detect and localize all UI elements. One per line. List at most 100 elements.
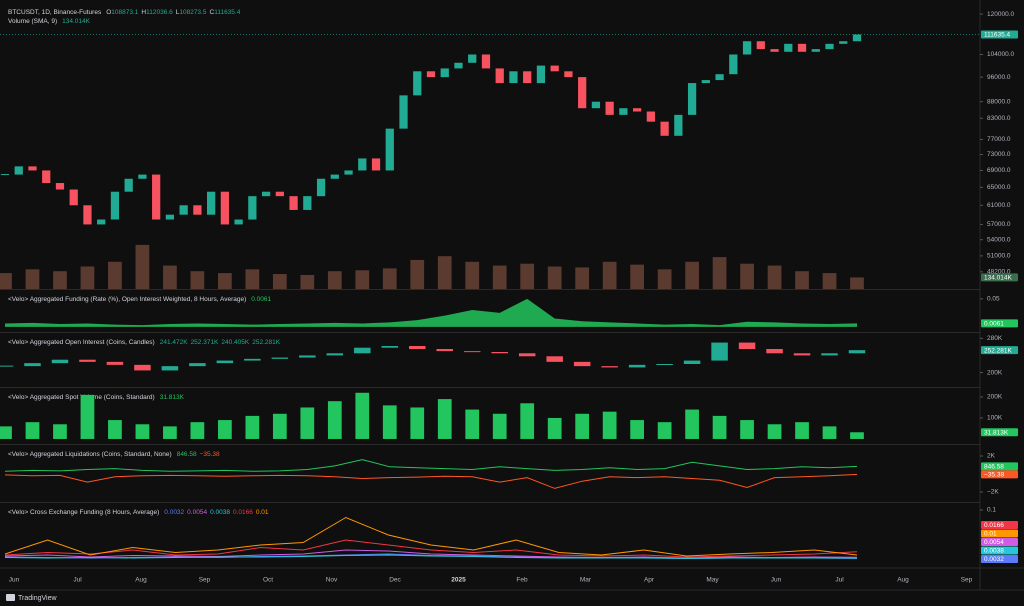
candle [848, 350, 866, 354]
logo-icon [6, 594, 15, 601]
candle [138, 174, 147, 179]
bar [657, 422, 672, 439]
candle [821, 353, 838, 356]
y-tick-label: 280K [987, 335, 1003, 342]
bar [272, 413, 287, 439]
y-tick-label: 77000.0 [987, 136, 1011, 143]
x-tick-label: Jul [73, 577, 82, 584]
volume-bar [712, 257, 727, 290]
price-tag [981, 346, 1018, 355]
series-line [4, 539, 858, 558]
ohlc-value: 108873.1 [111, 9, 138, 16]
y-tick-label: 0.1 [987, 507, 996, 514]
candle [839, 41, 848, 44]
ohlc-value: 108273.5 [179, 9, 206, 16]
price-tag [981, 462, 1018, 471]
candle [316, 178, 326, 197]
candle [399, 95, 408, 129]
candle [69, 189, 78, 206]
volume-bar [108, 261, 122, 290]
volume-header: Volume (SMA, 9) 134.014K [8, 18, 91, 25]
x-tick-label: Dec [389, 577, 401, 584]
volume-bar [80, 266, 95, 290]
x-tick-label: Feb [516, 577, 528, 584]
bar [685, 409, 699, 439]
candle [189, 363, 206, 367]
volume-bar [795, 271, 809, 290]
candle [358, 158, 367, 171]
volume-bar [410, 259, 425, 290]
y-tick-label: 69000.0 [987, 167, 1011, 174]
candle [303, 196, 312, 210]
candle [825, 43, 834, 50]
candle [518, 353, 536, 357]
bar [437, 399, 452, 439]
pane-title: <Velo> Aggregated Liquidations (Coins, S… [8, 451, 172, 458]
candle [165, 214, 175, 220]
candle [193, 205, 202, 215]
candle [381, 346, 399, 348]
candle [633, 108, 642, 112]
bar [822, 426, 837, 439]
y-tick-label: 200K [987, 369, 1003, 376]
candle [564, 71, 573, 78]
header-value: 241.472K [160, 339, 188, 346]
bar [382, 405, 397, 439]
header-value: −35.38 [200, 451, 220, 458]
volume-bar [575, 267, 590, 290]
header-value: 240.405K [221, 339, 249, 346]
series-line [4, 554, 858, 560]
candle [134, 364, 151, 371]
y-tick-label: −2K [987, 489, 999, 496]
candle [742, 41, 752, 55]
ohlc-label: H [141, 9, 146, 16]
bar [492, 413, 507, 439]
candle [495, 68, 504, 84]
price-tag-label: 31.813K [984, 430, 1009, 437]
price-tag-label: 0.0038 [984, 548, 1004, 555]
candle [413, 71, 422, 96]
volume-bar [272, 274, 287, 290]
candle [546, 356, 563, 362]
candle [628, 364, 646, 368]
y-tick-label: 2K [987, 453, 996, 460]
brand-logo[interactable]: TradingView [6, 594, 57, 602]
candle [330, 174, 339, 179]
candle [248, 196, 257, 220]
pane-header: BTCUSDT, 1D, Binance-Futures O108873.1 H11… [8, 9, 241, 16]
bar [190, 422, 205, 439]
y-tick-label: 88000.0 [987, 98, 1011, 105]
candle [715, 74, 724, 81]
volume-bar [547, 266, 562, 290]
volume-bar [382, 268, 397, 290]
candle [51, 359, 69, 364]
candle [207, 191, 216, 215]
candle [55, 183, 65, 190]
series-line [4, 459, 858, 472]
candle [481, 54, 491, 69]
y-tick-label: 57000.0 [987, 221, 1011, 228]
bar [80, 394, 95, 439]
candle [491, 352, 508, 354]
y-tick-label: 48200.0 [987, 269, 1011, 276]
volume-bar [465, 261, 480, 290]
y-tick-label: 0.05 [987, 296, 1000, 303]
volume-value: 134.014K [62, 18, 90, 25]
volume-bar [327, 271, 342, 290]
price-tag-label: −35.38 [984, 472, 1004, 479]
x-tick-label: Jun [9, 577, 20, 584]
y-tick-label: 96000.0 [987, 74, 1011, 81]
y-tick-label: 51000.0 [987, 253, 1011, 260]
x-tick-label: Jun [771, 577, 782, 584]
candle [578, 77, 587, 109]
volume-bar [630, 264, 644, 290]
x-tick-label: Mar [580, 577, 592, 584]
candle [161, 366, 179, 371]
ohlc-value: 111635.4 [214, 9, 241, 16]
price-tag [981, 470, 1018, 479]
volume-bar [163, 265, 177, 290]
volume-bar [767, 265, 782, 290]
